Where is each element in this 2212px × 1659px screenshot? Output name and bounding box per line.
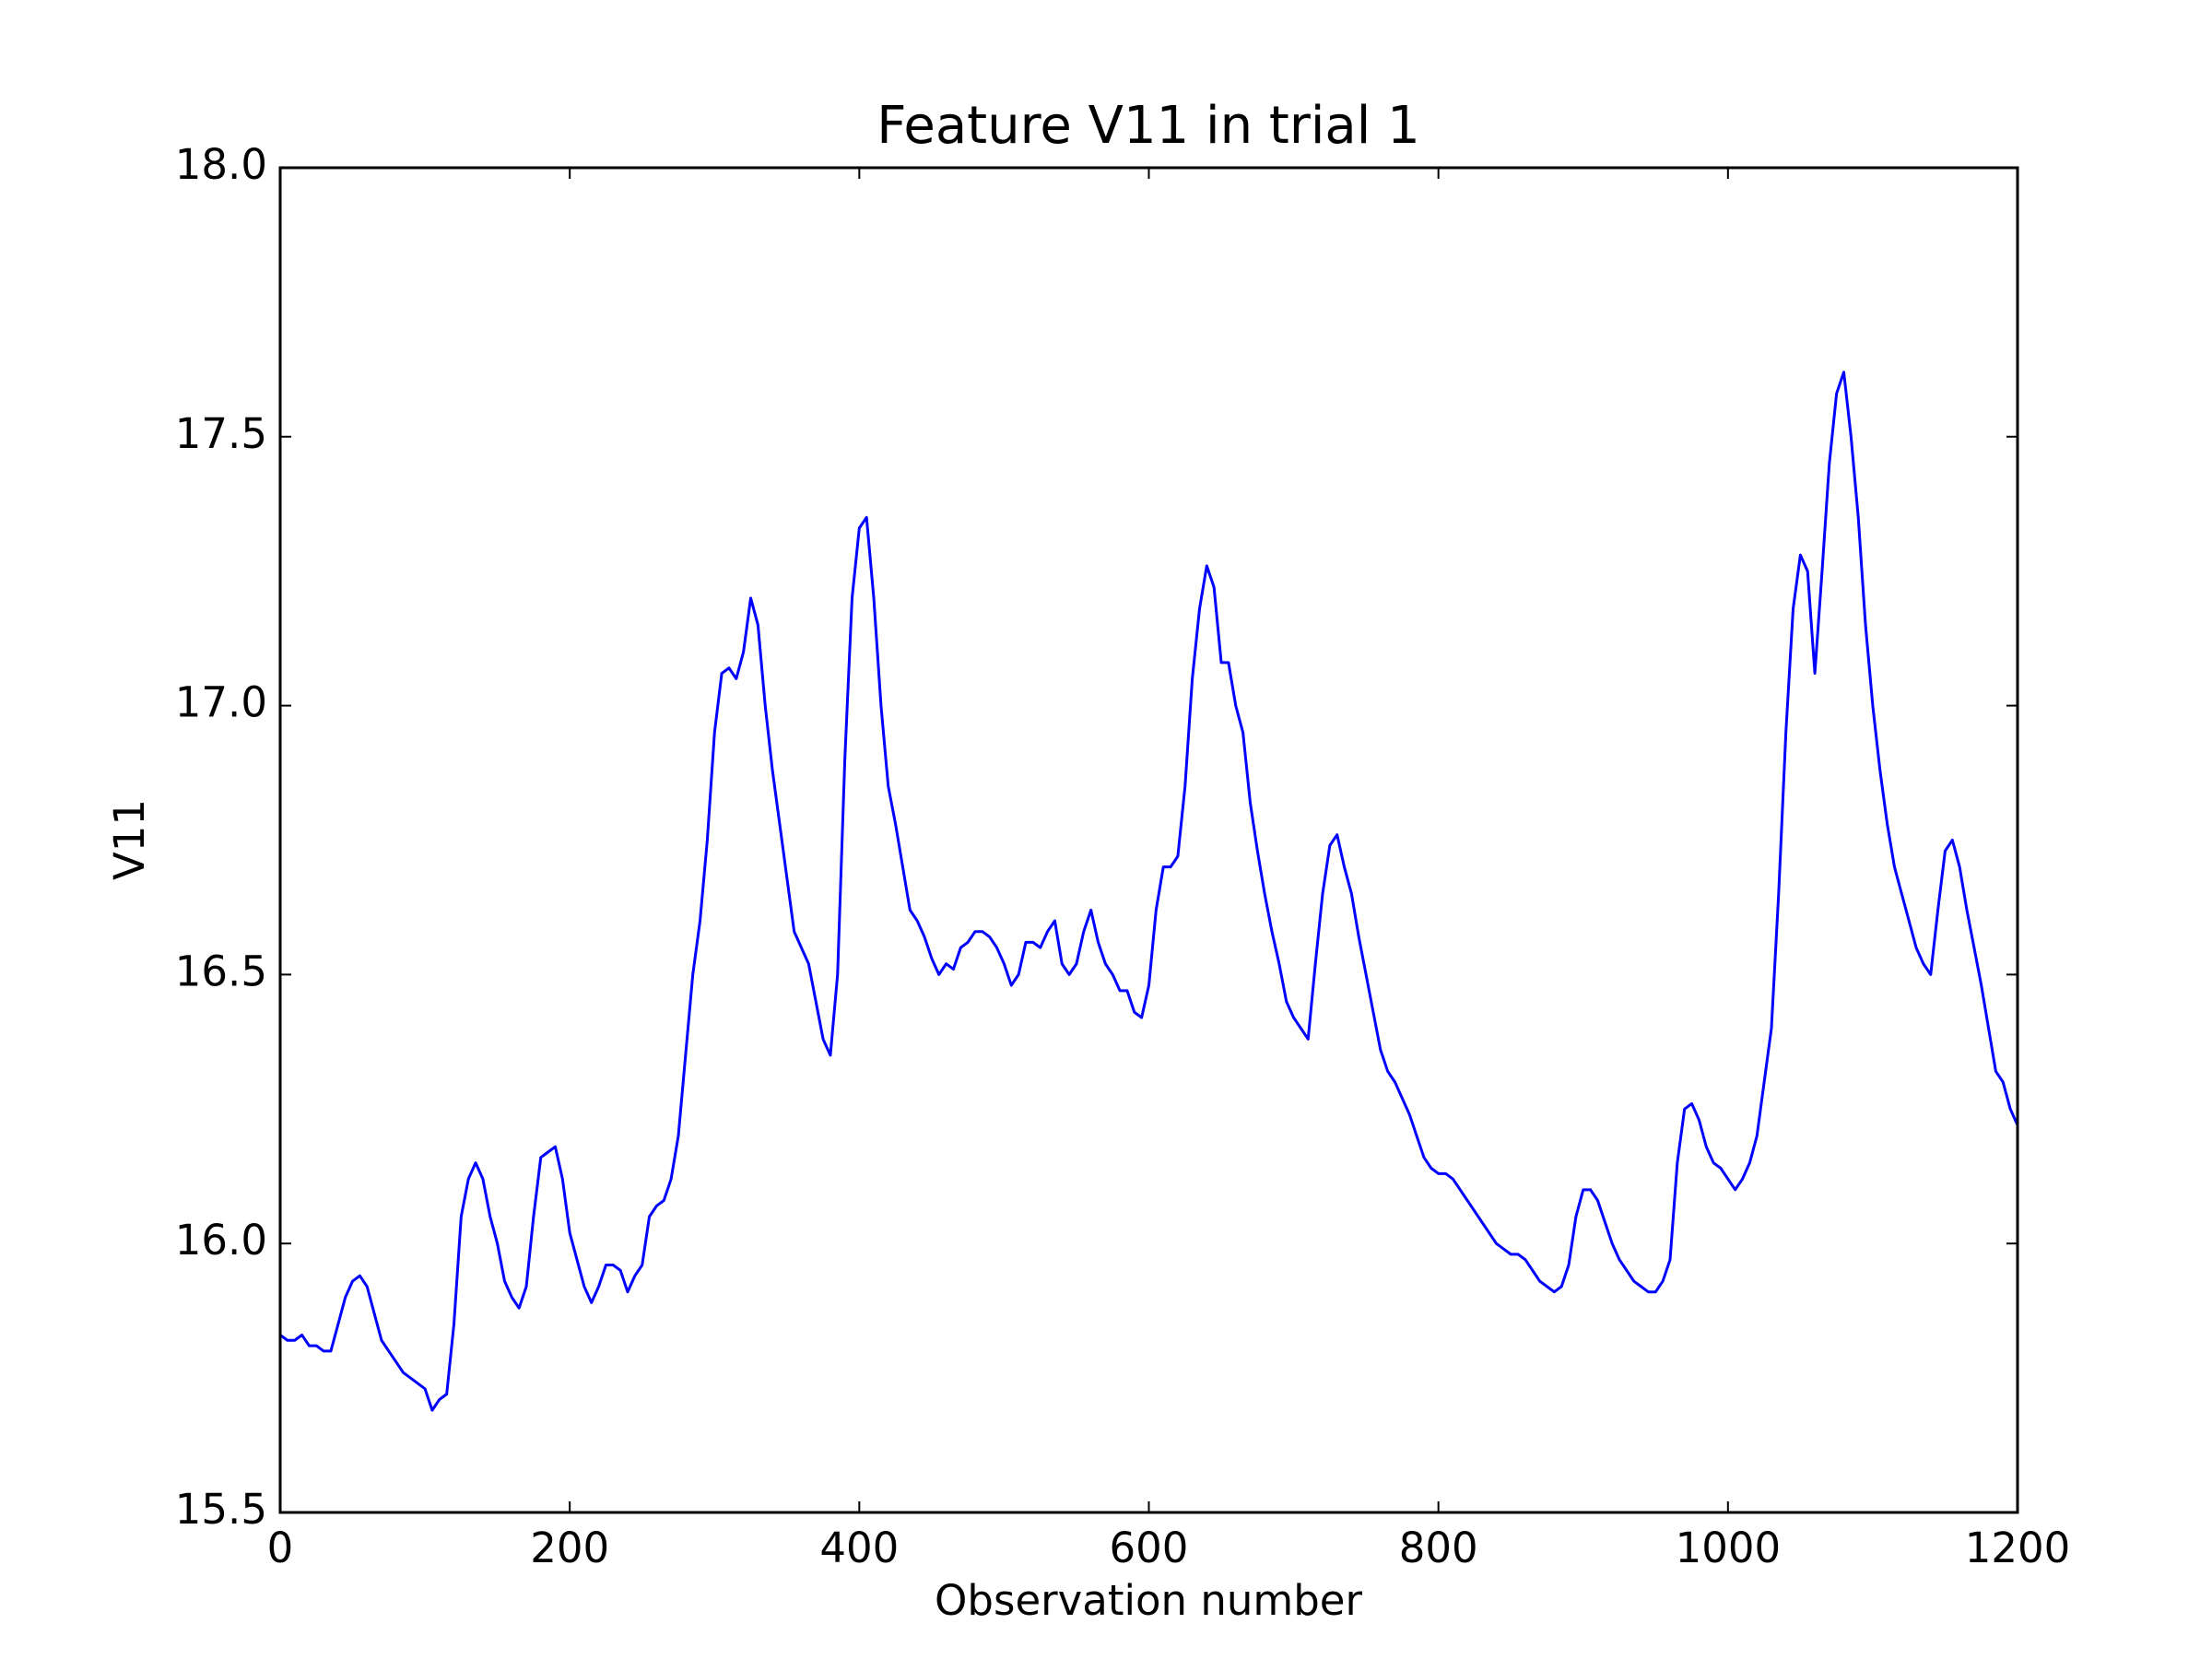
x-tick-label: 600 — [1110, 1524, 1189, 1572]
plot-frame — [278, 166, 2019, 1514]
x-tick-label: 200 — [530, 1524, 609, 1572]
x-tick-label: 800 — [1399, 1524, 1478, 1572]
y-tick-label: 16.5 — [175, 947, 267, 995]
data-line — [279, 371, 2019, 1412]
chart-title: Feature V11 in trial 1 — [877, 96, 1419, 156]
y-axis-label: V11 — [105, 799, 154, 880]
y-tick-label: 17.5 — [175, 409, 267, 458]
y-tick-label: 16.0 — [175, 1216, 267, 1265]
y-tick-label: 15.5 — [175, 1485, 267, 1534]
x-tick-label: 1000 — [1676, 1524, 1782, 1572]
x-axis-label: Observation number — [935, 1576, 1362, 1625]
x-tick-label: 400 — [819, 1524, 899, 1572]
y-tick-label: 18.0 — [175, 140, 267, 189]
x-tick-label: 1200 — [1965, 1524, 2071, 1572]
x-tick-label: 0 — [267, 1524, 294, 1572]
y-tick-label: 17.0 — [175, 678, 267, 727]
